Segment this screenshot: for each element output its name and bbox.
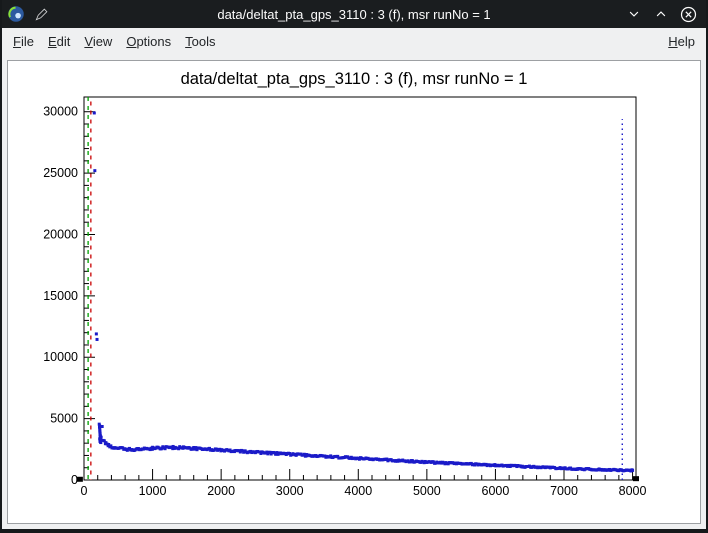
svg-text:0: 0 <box>71 473 78 487</box>
svg-text:30000: 30000 <box>43 105 78 119</box>
maximize-icon[interactable] <box>652 5 670 23</box>
menu-item-view[interactable]: View <box>84 34 113 49</box>
menu-item-edit[interactable]: Edit <box>47 34 71 49</box>
svg-text:25000: 25000 <box>43 166 78 180</box>
svg-text:6000: 6000 <box>482 484 510 498</box>
menu-item-help[interactable]: Help <box>668 34 695 49</box>
plot-area[interactable]: 0 1000 2000 3000 4000 5000 6000 7000 8000 0 5000 10… <box>8 61 700 523</box>
canvas-container: 0 1000 2000 3000 4000 5000 6000 7000 8000 0 5000 10… <box>2 55 706 529</box>
titlebar[interactable]: data/deltat_pta_gps_3110 : 3 (f), msr ru… <box>2 0 706 28</box>
menubar: File Edit View Options Tools Help <box>2 28 706 55</box>
edit-pencil-icon <box>32 5 50 23</box>
svg-text:5000: 5000 <box>50 412 78 426</box>
root-logo-icon[interactable] <box>7 5 25 23</box>
svg-text:3000: 3000 <box>276 484 304 498</box>
svg-text:20000: 20000 <box>43 227 78 241</box>
svg-text:4000: 4000 <box>344 484 372 498</box>
svg-text:8000: 8000 <box>619 484 647 498</box>
minimize-icon[interactable] <box>625 5 643 23</box>
menu-item-options[interactable]: Options <box>126 34 172 49</box>
svg-text:1000: 1000 <box>139 484 167 498</box>
svg-text:2000: 2000 <box>207 484 235 498</box>
svg-text:0: 0 <box>81 484 88 498</box>
svg-text:7000: 7000 <box>550 484 578 498</box>
menu-item-tools[interactable]: Tools <box>185 34 216 49</box>
svg-text:10000: 10000 <box>43 350 78 364</box>
menu-item-file[interactable]: File <box>13 34 34 49</box>
svg-text:5000: 5000 <box>413 484 441 498</box>
window-title: data/deltat_pta_gps_3110 : 3 (f), msr ru… <box>217 6 491 22</box>
svg-text:15000: 15000 <box>43 289 78 303</box>
close-icon[interactable] <box>679 5 697 23</box>
root-canvas[interactable]: 0 1000 2000 3000 4000 5000 6000 7000 8000 0 5000 10… <box>7 60 701 524</box>
